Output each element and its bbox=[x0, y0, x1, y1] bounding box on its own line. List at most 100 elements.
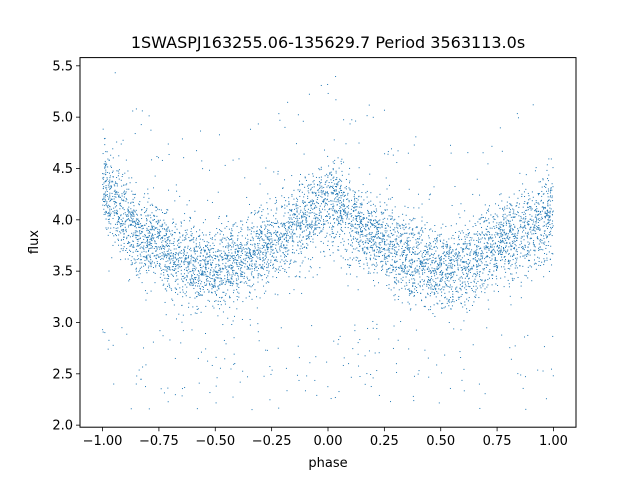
data-point bbox=[360, 196, 362, 198]
data-point bbox=[325, 192, 327, 194]
data-point bbox=[357, 215, 359, 217]
data-point bbox=[435, 296, 437, 298]
data-point bbox=[327, 222, 329, 224]
data-point bbox=[432, 241, 434, 243]
data-point bbox=[466, 243, 468, 245]
data-point bbox=[182, 330, 184, 332]
data-point bbox=[137, 255, 139, 257]
data-point bbox=[361, 231, 363, 233]
data-point bbox=[217, 263, 219, 265]
data-point bbox=[279, 239, 281, 241]
data-point bbox=[225, 280, 227, 282]
data-point bbox=[395, 282, 397, 284]
data-point bbox=[293, 213, 295, 215]
data-point bbox=[238, 262, 240, 264]
data-point bbox=[403, 254, 405, 256]
data-point bbox=[276, 207, 278, 209]
data-point bbox=[337, 193, 339, 195]
data-point bbox=[163, 235, 165, 237]
data-point bbox=[166, 270, 168, 272]
data-point bbox=[401, 255, 403, 257]
data-point bbox=[302, 120, 304, 122]
data-point bbox=[411, 247, 413, 249]
data-point bbox=[139, 237, 141, 239]
data-point bbox=[433, 281, 435, 283]
data-point bbox=[515, 237, 517, 239]
data-point bbox=[359, 218, 361, 220]
data-point bbox=[398, 216, 400, 218]
data-point bbox=[209, 392, 211, 394]
data-point bbox=[401, 254, 403, 256]
data-point bbox=[549, 231, 551, 233]
data-point bbox=[204, 260, 206, 262]
data-point bbox=[240, 220, 241, 222]
data-point bbox=[275, 239, 277, 241]
data-point bbox=[443, 243, 445, 245]
data-point bbox=[175, 252, 177, 254]
data-point bbox=[185, 254, 187, 256]
data-point bbox=[263, 259, 265, 261]
data-point bbox=[287, 239, 289, 241]
data-point bbox=[211, 257, 213, 259]
data-point bbox=[412, 228, 414, 230]
data-point bbox=[235, 273, 237, 275]
data-point bbox=[168, 244, 170, 246]
data-point bbox=[537, 228, 539, 230]
data-point bbox=[397, 273, 399, 275]
data-point bbox=[514, 345, 516, 347]
data-point bbox=[546, 164, 548, 166]
data-point bbox=[412, 282, 414, 284]
data-point bbox=[417, 241, 419, 243]
data-point bbox=[392, 347, 394, 349]
data-point bbox=[475, 294, 477, 296]
data-point bbox=[312, 200, 314, 202]
data-point bbox=[120, 179, 122, 181]
data-point bbox=[333, 217, 335, 219]
data-point bbox=[444, 254, 446, 256]
data-point bbox=[159, 225, 161, 227]
data-point bbox=[460, 357, 462, 359]
data-point bbox=[534, 249, 536, 251]
data-point bbox=[292, 222, 294, 224]
data-point bbox=[154, 240, 155, 242]
data-point bbox=[492, 274, 494, 276]
data-point bbox=[249, 128, 251, 130]
data-point bbox=[524, 274, 526, 276]
data-point bbox=[549, 196, 551, 198]
data-point bbox=[119, 223, 121, 225]
data-point bbox=[238, 232, 240, 234]
data-point bbox=[184, 257, 186, 259]
data-point bbox=[392, 240, 394, 242]
data-point bbox=[215, 300, 217, 302]
data-point bbox=[339, 188, 341, 190]
data-point bbox=[250, 272, 252, 274]
data-point bbox=[438, 257, 440, 259]
data-point bbox=[259, 229, 261, 231]
data-point bbox=[494, 236, 496, 238]
data-point bbox=[433, 291, 435, 293]
data-point bbox=[166, 229, 168, 231]
data-point bbox=[245, 281, 247, 283]
data-point bbox=[341, 204, 343, 206]
data-point bbox=[267, 208, 269, 210]
data-point bbox=[227, 317, 229, 319]
data-point bbox=[508, 262, 510, 264]
data-point bbox=[278, 266, 280, 268]
data-point bbox=[474, 296, 476, 298]
data-point bbox=[205, 284, 207, 286]
data-point bbox=[188, 306, 190, 308]
data-point bbox=[199, 287, 201, 289]
data-point bbox=[320, 191, 322, 193]
data-point bbox=[524, 254, 526, 256]
data-point bbox=[368, 228, 370, 230]
data-point bbox=[395, 277, 397, 279]
data-point bbox=[326, 220, 328, 222]
data-point bbox=[106, 228, 108, 230]
data-point bbox=[146, 259, 148, 261]
data-point bbox=[140, 255, 142, 257]
data-point bbox=[232, 246, 234, 248]
data-point bbox=[271, 246, 273, 248]
data-point bbox=[240, 267, 242, 269]
data-point bbox=[237, 251, 238, 253]
data-point bbox=[202, 168, 204, 170]
